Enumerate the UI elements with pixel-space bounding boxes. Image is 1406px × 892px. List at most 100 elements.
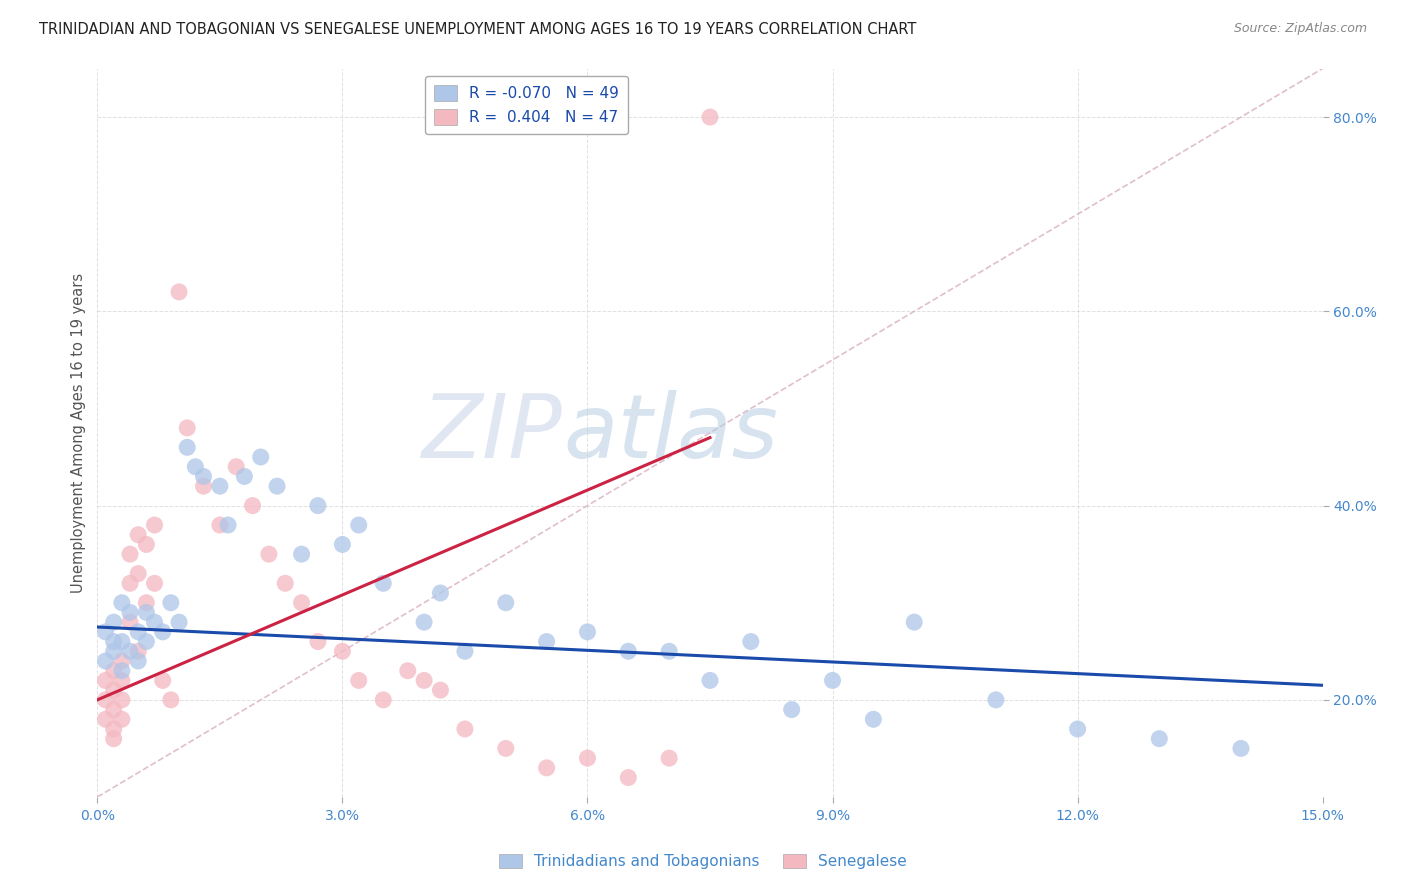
Point xyxy=(225,459,247,474)
Point xyxy=(617,771,640,785)
Point xyxy=(307,634,329,648)
Point xyxy=(413,673,436,688)
Point xyxy=(1149,731,1171,746)
Point xyxy=(103,615,125,629)
Point xyxy=(160,596,183,610)
Point xyxy=(274,576,297,591)
Point xyxy=(536,634,558,648)
Point xyxy=(127,527,149,541)
Point xyxy=(332,644,354,658)
Point xyxy=(396,664,419,678)
Point xyxy=(167,285,190,299)
Point xyxy=(94,712,117,726)
Point xyxy=(111,634,134,648)
Point xyxy=(127,654,149,668)
Point xyxy=(94,673,117,688)
Point xyxy=(429,683,451,698)
Y-axis label: Unemployment Among Ages 16 to 19 years: Unemployment Among Ages 16 to 19 years xyxy=(72,273,86,593)
Point xyxy=(740,634,762,648)
Point xyxy=(658,644,681,658)
Point xyxy=(143,518,166,533)
Point xyxy=(617,644,640,658)
Point xyxy=(127,644,149,658)
Legend: R = -0.070   N = 49, R =  0.404   N = 47: R = -0.070 N = 49, R = 0.404 N = 47 xyxy=(425,76,628,134)
Point xyxy=(780,702,803,716)
Point xyxy=(143,576,166,591)
Point xyxy=(429,586,451,600)
Point xyxy=(167,615,190,629)
Point xyxy=(135,634,157,648)
Point xyxy=(135,596,157,610)
Point xyxy=(111,654,134,668)
Point xyxy=(103,702,125,716)
Point xyxy=(111,664,134,678)
Point xyxy=(984,693,1007,707)
Point xyxy=(118,547,141,561)
Point xyxy=(699,110,721,124)
Point xyxy=(347,518,370,533)
Point xyxy=(152,624,174,639)
Point xyxy=(94,693,117,707)
Point xyxy=(290,596,312,610)
Point xyxy=(208,479,231,493)
Point xyxy=(111,596,134,610)
Point xyxy=(576,624,599,639)
Point xyxy=(118,576,141,591)
Point xyxy=(176,440,198,454)
Point xyxy=(576,751,599,765)
Point xyxy=(152,673,174,688)
Point xyxy=(184,459,207,474)
Point xyxy=(290,547,312,561)
Point xyxy=(454,722,477,736)
Point xyxy=(495,741,517,756)
Point xyxy=(135,537,157,551)
Point xyxy=(249,450,271,464)
Point xyxy=(103,644,125,658)
Point xyxy=(217,518,239,533)
Point xyxy=(103,634,125,648)
Point xyxy=(1066,722,1088,736)
Legend: Trinidadians and Tobagonians, Senegalese: Trinidadians and Tobagonians, Senegalese xyxy=(494,848,912,875)
Text: ZIP: ZIP xyxy=(422,390,562,475)
Point xyxy=(862,712,884,726)
Point xyxy=(103,722,125,736)
Text: Source: ZipAtlas.com: Source: ZipAtlas.com xyxy=(1233,22,1367,36)
Point xyxy=(208,518,231,533)
Point xyxy=(332,537,354,551)
Point xyxy=(1230,741,1253,756)
Point xyxy=(111,693,134,707)
Point xyxy=(347,673,370,688)
Text: atlas: atlas xyxy=(562,390,778,475)
Point xyxy=(373,576,395,591)
Point xyxy=(176,421,198,435)
Point xyxy=(242,499,264,513)
Point xyxy=(495,596,517,610)
Point xyxy=(193,469,215,483)
Point xyxy=(373,693,395,707)
Point xyxy=(103,731,125,746)
Point xyxy=(118,606,141,620)
Point xyxy=(118,615,141,629)
Point xyxy=(307,499,329,513)
Point xyxy=(127,566,149,581)
Point xyxy=(233,469,256,483)
Point xyxy=(118,644,141,658)
Point xyxy=(160,693,183,707)
Point xyxy=(94,624,117,639)
Point xyxy=(135,606,157,620)
Text: TRINIDADIAN AND TOBAGONIAN VS SENEGALESE UNEMPLOYMENT AMONG AGES 16 TO 19 YEARS : TRINIDADIAN AND TOBAGONIAN VS SENEGALESE… xyxy=(39,22,917,37)
Point xyxy=(257,547,280,561)
Point xyxy=(266,479,288,493)
Point xyxy=(94,654,117,668)
Point xyxy=(658,751,681,765)
Point xyxy=(821,673,844,688)
Point xyxy=(536,761,558,775)
Point xyxy=(111,712,134,726)
Point xyxy=(903,615,925,629)
Point xyxy=(193,479,215,493)
Point xyxy=(103,683,125,698)
Point xyxy=(103,664,125,678)
Point xyxy=(699,673,721,688)
Point xyxy=(454,644,477,658)
Point xyxy=(127,624,149,639)
